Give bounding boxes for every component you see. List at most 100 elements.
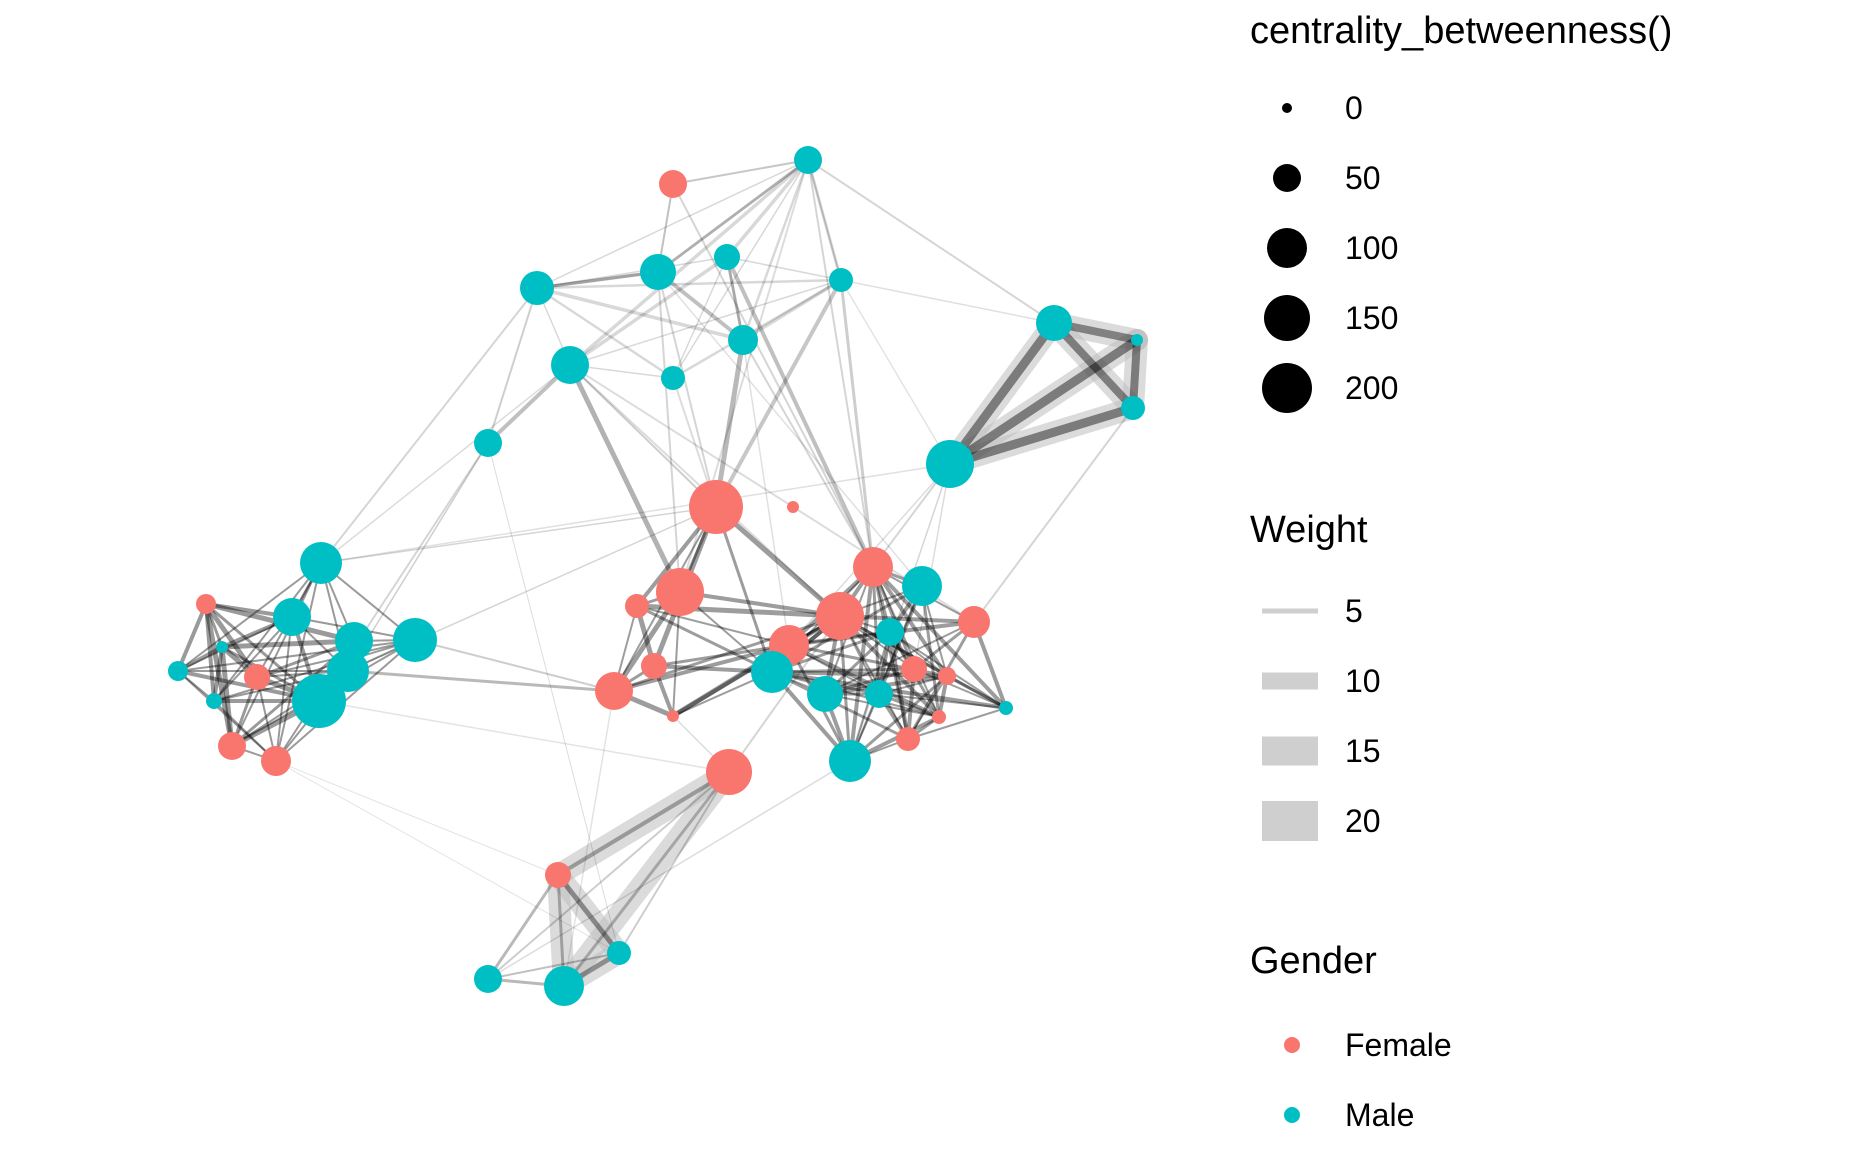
node-male xyxy=(794,146,822,174)
network-edge xyxy=(555,872,622,956)
network-edge xyxy=(318,700,730,773)
network-edge xyxy=(657,271,681,593)
network-edge xyxy=(486,873,560,981)
network-edge xyxy=(569,279,842,366)
network-edge xyxy=(741,278,843,342)
network-edge xyxy=(536,256,728,289)
node-male xyxy=(393,618,437,662)
network-edge xyxy=(741,158,810,342)
node-male xyxy=(926,440,974,488)
node-female xyxy=(932,710,946,724)
weight-legend-label: 15 xyxy=(1345,733,1381,769)
node-male xyxy=(902,566,942,606)
node-female xyxy=(196,594,216,614)
network-edge xyxy=(848,565,875,763)
network-edge xyxy=(678,590,842,618)
node-female xyxy=(545,862,571,888)
node-male xyxy=(807,676,843,712)
network-edge xyxy=(320,287,538,564)
network-edge xyxy=(203,601,260,680)
gender-legend-label: Female xyxy=(1345,1027,1452,1063)
weight-legend-title: Weight xyxy=(1250,509,1368,551)
node-male xyxy=(640,254,676,290)
size-legend-keys: 0 50 100 150 200 xyxy=(1262,90,1398,413)
network-edge xyxy=(320,463,951,564)
size-legend-swatch xyxy=(1282,103,1292,113)
node-female xyxy=(706,749,752,795)
network-edge xyxy=(672,159,809,185)
legend: centrality_betweenness() 0 50 100 150 200 We… xyxy=(1250,10,1672,1133)
node-male xyxy=(999,701,1013,715)
node-male xyxy=(300,542,342,584)
node-female xyxy=(595,672,633,710)
network-edge xyxy=(562,770,731,988)
network-edge xyxy=(840,279,951,465)
node-male xyxy=(551,346,589,384)
network-edge xyxy=(806,158,843,282)
network-edge xyxy=(567,362,683,595)
network-edge xyxy=(973,407,1134,623)
network-edge xyxy=(848,674,949,763)
network-edge xyxy=(725,158,810,259)
weight-legend-label: 20 xyxy=(1345,803,1381,839)
node-male xyxy=(876,618,904,646)
network-edge xyxy=(770,670,910,741)
network-edge xyxy=(275,760,559,876)
edge-halo xyxy=(939,397,1144,475)
network-edge xyxy=(275,562,322,762)
gender-legend-keys: Female Male xyxy=(1284,1027,1452,1133)
network-edge xyxy=(838,614,852,763)
weight-legend-label: 10 xyxy=(1345,663,1381,699)
network-edge xyxy=(871,565,910,741)
network-edge xyxy=(672,256,728,379)
network-edge xyxy=(231,562,322,747)
network-edge xyxy=(657,271,717,508)
node-male xyxy=(474,429,502,457)
network-edge xyxy=(656,158,810,274)
gender-legend-swatch xyxy=(1284,1037,1300,1053)
network-edge xyxy=(275,616,293,762)
size-legend: centrality_betweenness() 0 50 100 150 200 xyxy=(1250,10,1672,413)
edge-halo xyxy=(553,761,740,997)
node-male xyxy=(206,693,222,709)
node-male xyxy=(1121,396,1145,420)
node-female xyxy=(261,746,291,776)
network-edge xyxy=(487,287,538,444)
network-edge xyxy=(219,638,357,650)
node-female xyxy=(896,727,920,751)
network-edge xyxy=(945,403,1138,469)
network-edge xyxy=(839,278,875,569)
node-male xyxy=(829,740,871,782)
network-edge xyxy=(346,669,616,693)
network-edge xyxy=(878,693,1007,709)
network-edge xyxy=(807,159,842,281)
node-male xyxy=(661,366,685,390)
network-edge xyxy=(652,643,791,668)
network-edge xyxy=(807,159,874,568)
network-edge xyxy=(535,270,660,290)
weight-legend-swatch xyxy=(1262,672,1318,690)
weight-legend-swatch xyxy=(1262,801,1318,841)
network-edge xyxy=(714,278,843,509)
node-female xyxy=(659,170,687,198)
node-female xyxy=(901,656,927,682)
network-edge xyxy=(872,566,940,718)
size-legend-label: 0 xyxy=(1345,90,1363,126)
network-edge xyxy=(725,255,875,569)
network-edge xyxy=(177,670,277,762)
network-edge xyxy=(945,335,1142,469)
weight-legend-swatch xyxy=(1262,736,1318,766)
network-edge xyxy=(871,565,881,696)
node-male xyxy=(292,674,346,728)
size-legend-label: 50 xyxy=(1345,160,1381,196)
network-edge xyxy=(920,584,941,719)
network-edge xyxy=(907,675,948,740)
node-female xyxy=(218,732,246,760)
node-male xyxy=(607,941,631,965)
network-edge xyxy=(871,565,949,678)
network-edge xyxy=(728,615,841,773)
size-legend-swatch xyxy=(1262,363,1312,413)
node-female xyxy=(689,480,743,534)
network-edge xyxy=(612,643,791,693)
